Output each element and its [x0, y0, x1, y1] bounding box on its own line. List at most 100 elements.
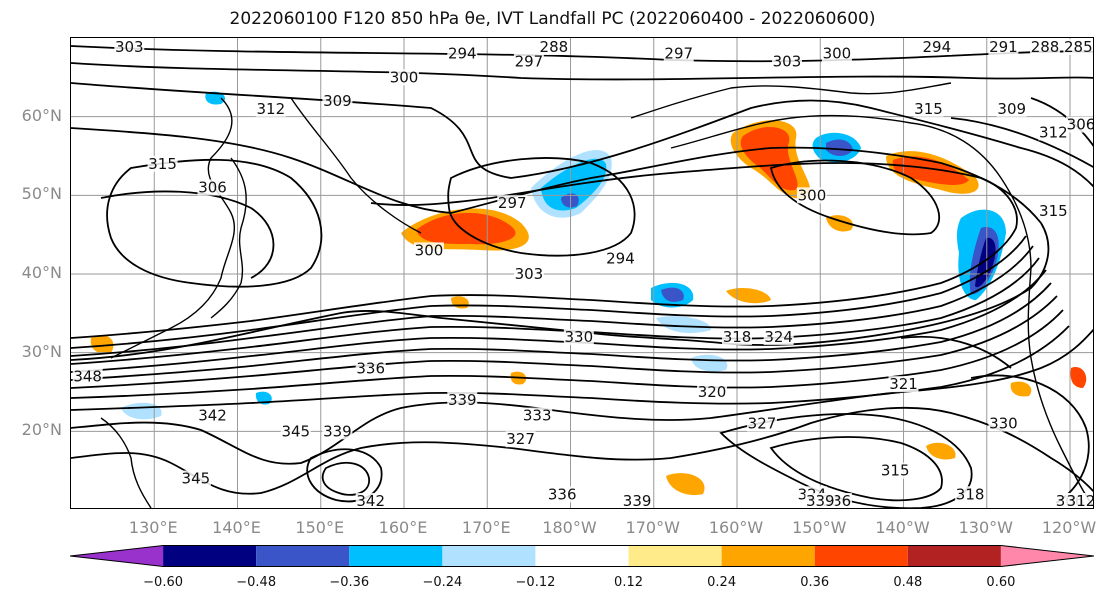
colorbar-tick-label: −0.12	[515, 575, 556, 590]
longitude-label: 170°E	[461, 518, 511, 537]
colorbar-segment	[349, 545, 443, 567]
contour-label: 330	[989, 414, 1018, 432]
longitude-label: 160°W	[708, 518, 764, 537]
colorbar-segment	[70, 545, 164, 567]
contour-label: 294	[448, 45, 477, 63]
contour-label: 300	[798, 186, 827, 204]
contour-label: 318	[956, 485, 985, 503]
contour-label-bg	[114, 39, 145, 55]
contour-label-bg	[763, 328, 794, 345]
contour-label: 318	[723, 328, 752, 346]
longitude-label: 140°W	[875, 518, 930, 537]
colorbar-tick-label: −0.48	[236, 575, 277, 590]
contour-label: 306	[1067, 116, 1094, 134]
contour-label: 342	[356, 492, 385, 509]
colorbar-tick-label: 0.48	[893, 575, 923, 590]
contour-label: 294	[606, 249, 635, 267]
contour-label-bg	[988, 39, 1019, 55]
contour-label: 312	[1067, 492, 1094, 509]
contour-label: 345	[182, 470, 211, 488]
colorbar-segment	[814, 545, 908, 567]
contour-label: 294	[923, 38, 952, 56]
contour-label-bg	[921, 39, 952, 55]
longitude-label: 160°E	[378, 518, 428, 537]
contour-label-bg	[697, 384, 728, 400]
contour-label-bg	[722, 328, 753, 345]
contour-label-bg	[622, 493, 653, 508]
contour-label: 297	[515, 53, 544, 71]
contour-label: 315	[1039, 202, 1068, 220]
contour-label: 336	[356, 359, 385, 377]
contour-label-bg	[280, 423, 311, 440]
contour-label: 342	[198, 407, 227, 425]
contour-label-bg	[547, 486, 578, 503]
colorbar-segment	[535, 545, 629, 567]
contour-label: 339	[448, 391, 477, 409]
contour-label: 306	[198, 178, 227, 196]
contour-label-bg	[522, 407, 553, 424]
contour-label-bg	[197, 179, 228, 196]
contour-label: 297	[498, 194, 527, 212]
colorbar-tick-label: 0.60	[986, 575, 1016, 590]
contour-label-bg	[413, 242, 444, 259]
contour-label: 339	[806, 492, 835, 509]
colorbar-tick-label: −0.60	[143, 575, 183, 590]
contour-label: 300	[390, 68, 419, 86]
contour-label: 315	[148, 155, 177, 173]
longitude-label: 150°E	[295, 518, 345, 537]
contour-label-bg	[497, 195, 528, 212]
contour-label-bg	[197, 407, 228, 424]
contour-label: 288	[1031, 38, 1060, 56]
latitude-label: 30°N	[21, 341, 62, 361]
longitude-label: 150°W	[792, 518, 847, 537]
contour-label-bg	[746, 415, 777, 432]
contour-label: 300	[415, 241, 444, 259]
contour-label-bg	[888, 376, 919, 393]
contour-label: 288	[540, 38, 569, 56]
latitude-label: 50°N	[21, 184, 62, 204]
contour-label: 330	[565, 328, 594, 346]
contour-label-bg	[988, 415, 1019, 432]
contour-label: 297	[664, 45, 693, 63]
contour-label: 312	[1039, 123, 1068, 141]
contour-label-bg	[355, 360, 386, 377]
contour-label-bg	[389, 69, 420, 86]
contour-label: 300	[823, 45, 852, 63]
contour-label: 333	[523, 407, 552, 425]
contour-label: 315	[914, 100, 943, 118]
contour-label-bg	[1066, 116, 1093, 133]
longitude-label: 130°W	[958, 518, 1013, 537]
contour-label-bg	[996, 100, 1027, 117]
contour-label-bg	[447, 45, 478, 62]
contour-label-bg	[805, 493, 836, 508]
contour-label-bg	[1066, 493, 1093, 508]
contour-label: 321	[889, 375, 918, 393]
colorbar-segment	[907, 545, 1001, 567]
colorbar-tick-label: 0.24	[707, 575, 737, 590]
longitude-label: 120°W	[1041, 518, 1097, 537]
contour-label-bg	[771, 53, 802, 70]
contour-label-bg	[513, 266, 544, 282]
contour-label-bg	[538, 39, 569, 55]
colorbar-segment	[442, 545, 536, 567]
contour-label-bg	[72, 368, 103, 385]
longitude-label: 130°E	[128, 518, 178, 537]
contour-label-bg	[322, 92, 353, 109]
contour-label-bg	[1030, 39, 1061, 55]
contour-label: 327	[748, 414, 777, 432]
contour-label-bg	[447, 391, 478, 408]
colorbar-segment	[256, 545, 350, 567]
contour-label-bg	[355, 493, 386, 508]
contour-label-bg	[955, 486, 986, 503]
contour-label: 339	[323, 422, 352, 440]
contour-label-bg	[1063, 39, 1093, 55]
colorbar-tick-label: 0.12	[614, 575, 643, 590]
contour-label-bg	[322, 423, 353, 440]
colorbar-tick-label: 0.36	[800, 575, 830, 590]
contour-label: 303	[773, 53, 802, 71]
contour-label: 348	[73, 367, 102, 385]
contour-label-bg	[663, 45, 694, 62]
latitude-label: 20°N	[21, 420, 62, 440]
